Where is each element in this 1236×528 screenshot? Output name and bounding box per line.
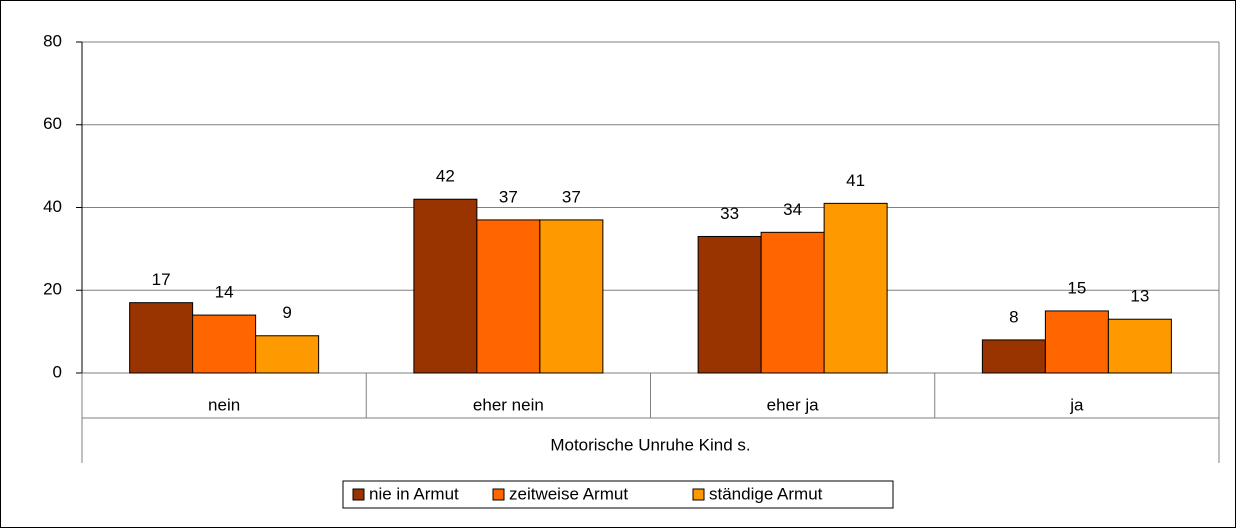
bar [1044,310,1109,374]
legend-swatch [492,488,505,501]
data-label: 9 [282,303,291,322]
bar [255,335,320,374]
x-tick-label: eher nein [473,395,544,414]
y-tick-label: 0 [53,362,62,381]
y-tick-label: 40 [43,197,62,216]
bar [1107,318,1172,374]
data-label: 8 [1009,307,1018,326]
bar [192,314,257,374]
bar [539,219,604,374]
legend-swatch [692,488,705,501]
bar [413,198,478,374]
x-tick-label: nein [208,395,240,414]
data-label: 33 [720,204,739,223]
data-label: 17 [152,270,171,289]
legend-label: zeitweise Armut [509,484,628,503]
data-label: 37 [562,187,581,206]
bar [981,339,1046,374]
y-tick-label: 60 [43,114,62,133]
data-label: 14 [215,283,234,302]
bar [697,235,762,374]
data-label: 34 [783,200,802,219]
bar [823,202,888,374]
data-label: 42 [436,167,455,186]
bar [129,302,194,374]
legend-box [342,480,894,509]
x-tick-label: eher ja [767,395,820,414]
bar [760,231,825,374]
x-axis-label: Motorische Unruhe Kind s. [550,435,750,454]
data-label: 15 [1067,278,1086,297]
data-label: 13 [1130,287,1149,306]
data-label: 37 [499,187,518,206]
x-tick-label: ja [1069,395,1084,414]
legend-swatch [352,488,365,501]
y-tick-label: 20 [43,280,62,299]
legend-label: ständige Armut [709,484,823,503]
data-label: 41 [846,171,865,190]
y-tick-label: 80 [43,31,62,50]
legend-label: nie in Armut [369,484,459,503]
bar [476,219,541,374]
